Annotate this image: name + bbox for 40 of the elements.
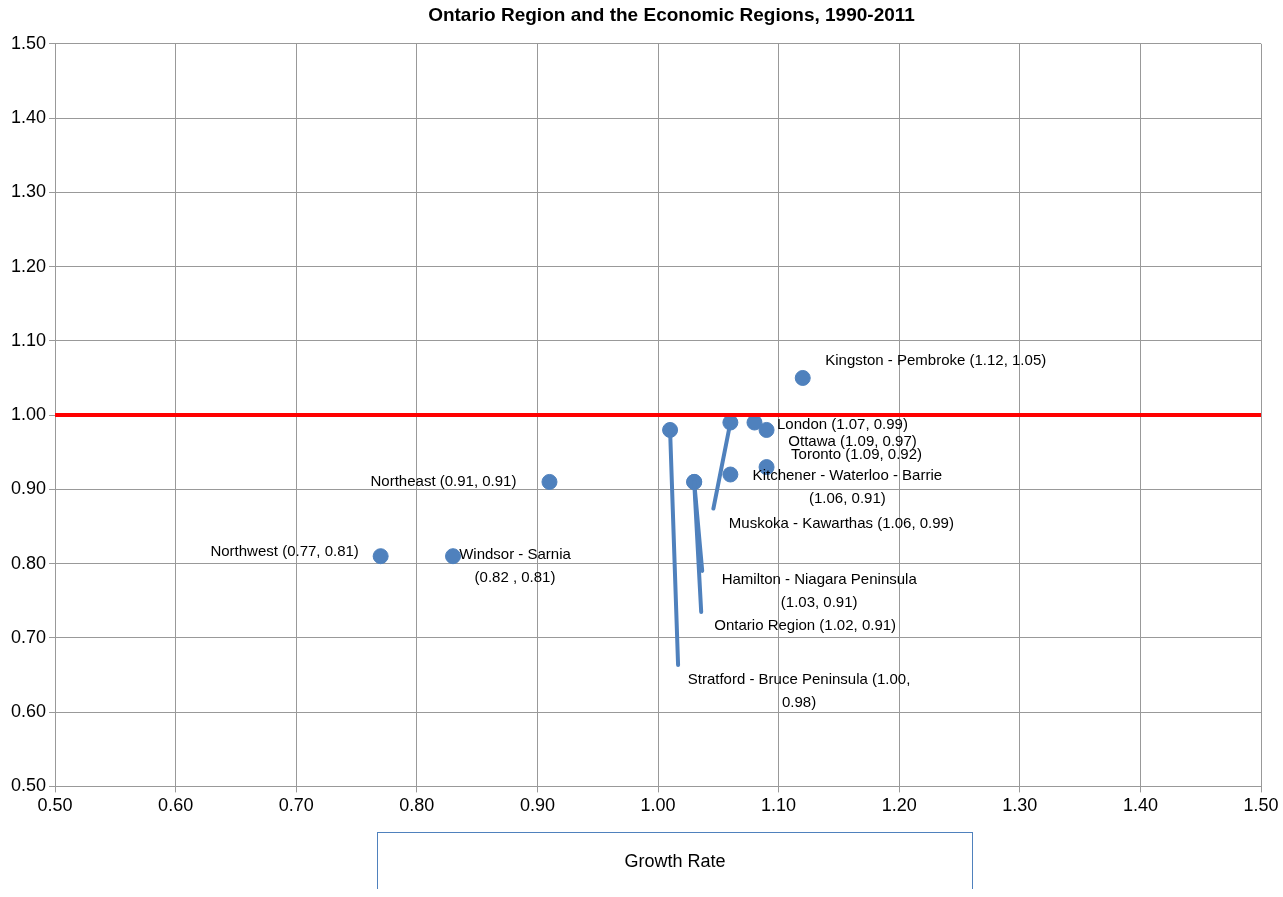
x-tick-label: 1.40 (1122, 795, 1158, 816)
y-tick-label: 1.00 (10, 404, 47, 425)
data-label: Windsor - Sarnia (0.82 , 0.81) (459, 544, 572, 585)
x-tick-label: 1.50 (1243, 795, 1279, 816)
point (445, 548, 461, 565)
x-axis-title: Growth Rate (377, 832, 973, 889)
point (541, 473, 558, 490)
y-tick-label: 0.90 (10, 478, 47, 499)
data-label: Kitchener - Waterloo - Barrie (1.06, 0.91) (752, 466, 943, 507)
point (722, 466, 739, 483)
point (794, 369, 811, 386)
x-tick-label: 1.20 (881, 795, 917, 816)
x-tick-label: 1.30 (1002, 795, 1038, 816)
y-tick-label: 0.80 (10, 552, 47, 573)
data-label: Northeast (0.91, 0.91) (370, 472, 517, 490)
data-label: London (1.07, 0.99) (777, 414, 908, 432)
point (372, 548, 389, 565)
y-tick-label: 0.50 (10, 775, 47, 796)
x-tick-label: 0.70 (278, 795, 314, 816)
x-tick-label: 0.80 (399, 795, 435, 816)
x-tick-label: 1.10 (761, 795, 797, 816)
data-label: Stratford - Bruce Peninsula (1.00, 0.98) (687, 669, 911, 710)
x-tick-label: 0.50 (37, 795, 73, 816)
x-tick-label: 0.60 (158, 795, 194, 816)
y-tick-label: 1.20 (10, 255, 47, 276)
y-tick-label: 1.30 (10, 181, 47, 202)
data-label: Kingston - Pembroke (1.12, 1.05) (825, 351, 1047, 369)
y-tick-label: 1.50 (10, 32, 47, 53)
data-label: Muskoka - Kawarthas (1.06, 0.99) (728, 513, 954, 531)
x-tick-label: 1.00 (640, 795, 676, 816)
chart-title: Ontario Region and the Economic Regions, 1990-2011 (427, 3, 916, 27)
point (758, 421, 775, 438)
data-label: Ontario Region (1.02, 0.91) (714, 616, 897, 634)
data-label: Hamilton - Niagara Peninsula (1.03, 0.91) (721, 569, 918, 610)
y-tick-label: 1.10 (10, 329, 47, 350)
y-tick-label: 1.40 (10, 107, 47, 128)
y-tick-label: 0.70 (10, 626, 47, 647)
data-label: Northwest (0.77, 0.81) (210, 542, 359, 560)
x-tick-label: 0.90 (519, 795, 555, 816)
y-tick-label: 0.60 (10, 701, 47, 722)
